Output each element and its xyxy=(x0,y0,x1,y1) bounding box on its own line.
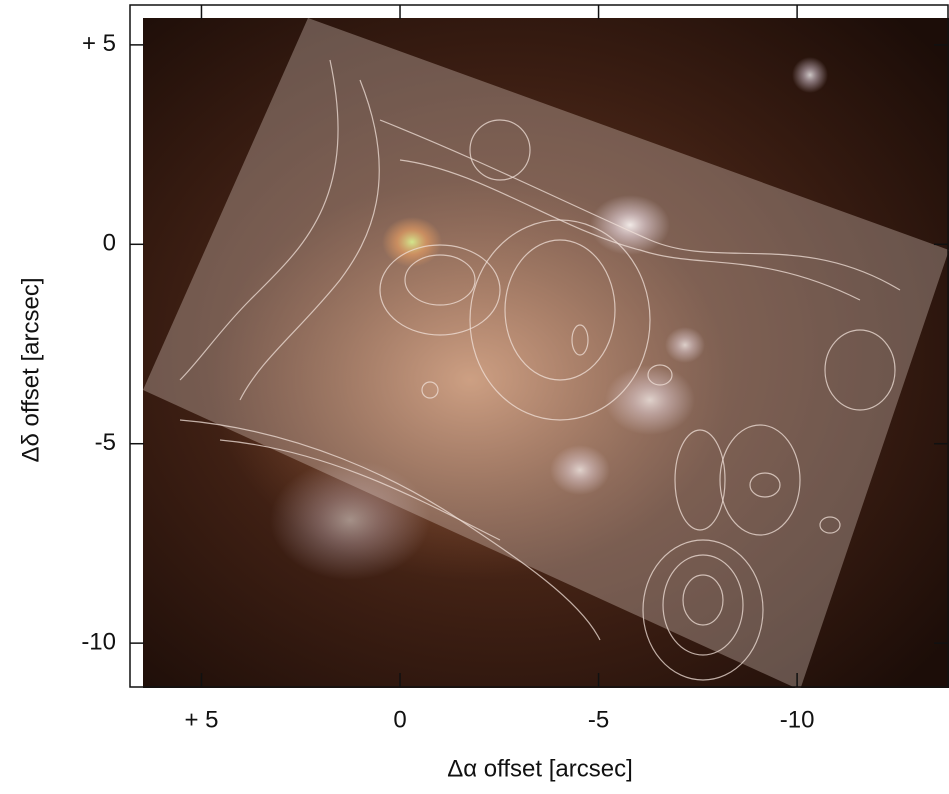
chart: Δα offset [arcsec] Δδ offset [arcsec] + … xyxy=(0,0,949,794)
x-axis-label: Δα offset [arcsec] xyxy=(447,755,633,782)
y-tick-label: -10 xyxy=(81,628,116,655)
x-tick-label: 0 xyxy=(393,706,406,733)
x-tick-label: + 5 xyxy=(184,706,218,733)
y-tick-label: + 5 xyxy=(82,30,116,57)
y-axis-label: Δδ offset [arcsec] xyxy=(17,277,44,462)
x-tick-label: -5 xyxy=(588,706,609,733)
y-tick-label: 0 xyxy=(103,230,116,257)
y-tick-label: -5 xyxy=(95,429,116,456)
x-tick-label: -10 xyxy=(780,706,815,733)
sky-image xyxy=(143,18,949,690)
